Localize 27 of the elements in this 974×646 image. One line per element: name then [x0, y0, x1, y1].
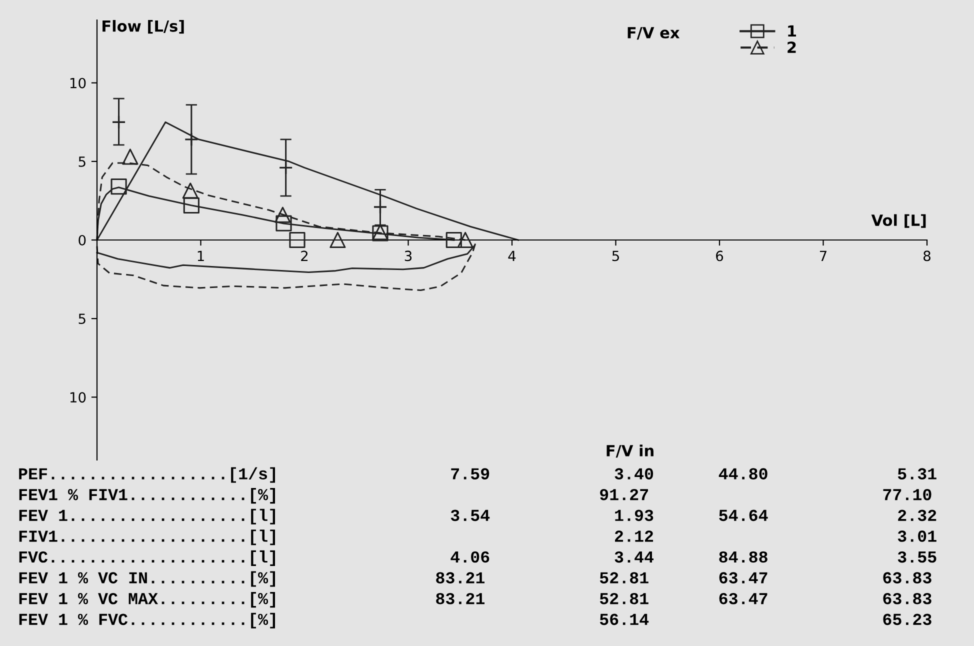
text: FEV 1 % VC MAX.........[%] 83.21 52.81 63.47 63.83	[19, 592, 932, 608]
text: FEV 1 % VC IN..........[%] 83.21 52.81 63.47 63.83	[19, 571, 932, 587]
x-tick-label: 3	[404, 250, 412, 262]
text: FEV 1..................[l] 3.54 1.93 54.64 2.32	[19, 508, 936, 524]
text: PEF..................[1/s] 7.59 3.40 44.80 5.31	[19, 467, 936, 483]
legend-label: 1	[788, 25, 796, 37]
legend-label: 2	[788, 42, 796, 53]
annotation: F/V in	[606, 444, 654, 458]
text: FEV 1 % FVC............[%] 56.14 65.23	[19, 612, 932, 628]
x-tick-label: 8	[924, 250, 930, 262]
y-tick-label: 5	[78, 156, 86, 167]
x-tick-label: 2	[301, 250, 308, 261]
y-tick-label: 10	[70, 78, 86, 88]
text: FVC....................[l] 4.06 3.44 84.88 3.55	[19, 550, 936, 566]
y-tick-label: 10	[70, 392, 86, 403]
y-axis-title: Flow [L/s]	[102, 20, 184, 34]
y-tick-label: 5	[78, 314, 86, 324]
x-axis-title: Vol [L]	[871, 214, 926, 228]
x-tick-label: 5	[612, 250, 619, 262]
text: FIV1...................[l] 2.12 3.01	[19, 530, 936, 546]
x-tick-label: 4	[508, 250, 516, 261]
x-tick-label: 6	[716, 250, 724, 262]
y-tick-label: 0	[78, 234, 86, 246]
x-tick-label: 7	[820, 250, 826, 261]
text: FEV1 % FIV1............[%] 91.27 77.10	[19, 488, 932, 504]
x-tick-label: 1	[198, 250, 204, 261]
chart-title: F/V ex	[628, 27, 680, 40]
